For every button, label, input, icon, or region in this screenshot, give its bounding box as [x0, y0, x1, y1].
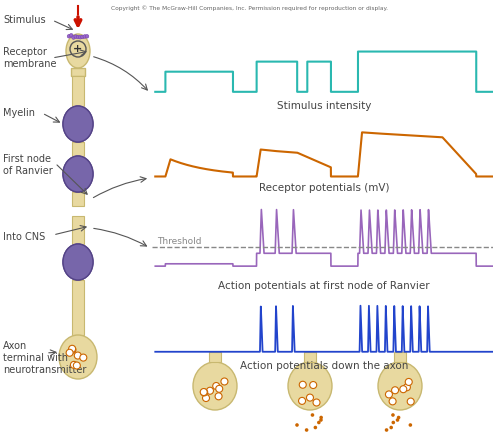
Circle shape: [403, 384, 410, 391]
Text: Stimulus: Stimulus: [3, 15, 46, 25]
Text: Action potentials at first node of Ranvier: Action potentials at first node of Ranvi…: [218, 281, 430, 291]
Text: Receptor
membrane: Receptor membrane: [3, 47, 56, 69]
Text: Stimulus intensity: Stimulus intensity: [277, 101, 372, 111]
Circle shape: [69, 345, 76, 352]
Ellipse shape: [378, 362, 422, 410]
Ellipse shape: [63, 156, 93, 192]
Circle shape: [311, 413, 314, 417]
Circle shape: [200, 389, 207, 396]
Text: Receptor potentials (mV): Receptor potentials (mV): [259, 183, 389, 193]
Circle shape: [201, 389, 208, 396]
FancyBboxPatch shape: [209, 352, 221, 362]
Text: Action potentials down the axon: Action potentials down the axon: [240, 361, 408, 371]
Circle shape: [76, 35, 80, 39]
Ellipse shape: [63, 244, 93, 280]
Text: Myelin: Myelin: [3, 108, 35, 118]
Circle shape: [203, 395, 210, 401]
FancyBboxPatch shape: [72, 142, 84, 156]
Ellipse shape: [63, 106, 93, 142]
Circle shape: [85, 35, 89, 38]
Circle shape: [67, 35, 71, 38]
Circle shape: [391, 421, 395, 424]
Ellipse shape: [59, 335, 97, 379]
FancyBboxPatch shape: [72, 216, 84, 244]
FancyBboxPatch shape: [72, 106, 84, 142]
Circle shape: [213, 382, 220, 389]
Circle shape: [215, 393, 222, 400]
Circle shape: [306, 394, 313, 401]
Circle shape: [72, 36, 75, 39]
Circle shape: [299, 397, 306, 404]
Circle shape: [319, 416, 323, 420]
Circle shape: [385, 428, 388, 432]
Ellipse shape: [63, 244, 93, 280]
FancyBboxPatch shape: [72, 76, 84, 106]
FancyBboxPatch shape: [304, 352, 316, 362]
Text: Threshold: Threshold: [157, 237, 202, 246]
Text: Copyright © The McGraw-Hill Companies, Inc. Permission required for reproduction: Copyright © The McGraw-Hill Companies, I…: [111, 5, 387, 11]
Circle shape: [385, 391, 392, 398]
Text: First node
of Ranvier: First node of Ranvier: [3, 154, 53, 176]
FancyBboxPatch shape: [71, 68, 85, 76]
Text: Into CNS: Into CNS: [3, 232, 45, 242]
Circle shape: [70, 361, 77, 369]
FancyBboxPatch shape: [72, 192, 84, 206]
Ellipse shape: [63, 156, 93, 192]
Circle shape: [389, 426, 393, 429]
Circle shape: [74, 352, 81, 359]
Circle shape: [391, 413, 395, 417]
Circle shape: [305, 428, 308, 432]
Circle shape: [79, 35, 82, 39]
Circle shape: [400, 386, 407, 392]
Circle shape: [397, 416, 400, 420]
Circle shape: [69, 34, 73, 37]
FancyBboxPatch shape: [72, 244, 84, 280]
Ellipse shape: [66, 34, 90, 68]
Ellipse shape: [288, 362, 332, 410]
Circle shape: [74, 35, 78, 39]
Circle shape: [299, 381, 306, 388]
Circle shape: [391, 387, 398, 394]
Circle shape: [80, 354, 87, 361]
Circle shape: [81, 35, 84, 39]
Circle shape: [313, 399, 320, 406]
FancyBboxPatch shape: [394, 352, 406, 362]
Circle shape: [389, 398, 396, 405]
Circle shape: [408, 423, 412, 427]
Ellipse shape: [193, 362, 237, 410]
Text: Axon
terminal with
neurotransmitter: Axon terminal with neurotransmitter: [3, 342, 86, 375]
FancyBboxPatch shape: [72, 280, 84, 335]
Circle shape: [83, 35, 87, 38]
Circle shape: [314, 426, 317, 429]
Circle shape: [69, 346, 76, 354]
Circle shape: [295, 423, 299, 427]
Text: +: +: [73, 44, 83, 54]
Circle shape: [66, 349, 73, 356]
Circle shape: [221, 378, 228, 385]
Circle shape: [216, 385, 223, 392]
Circle shape: [407, 398, 414, 405]
Circle shape: [405, 378, 412, 385]
Circle shape: [310, 381, 317, 389]
Circle shape: [207, 387, 214, 394]
FancyBboxPatch shape: [72, 156, 84, 192]
Circle shape: [317, 421, 321, 424]
Circle shape: [73, 362, 80, 369]
Ellipse shape: [63, 106, 93, 142]
Circle shape: [319, 418, 323, 422]
Circle shape: [396, 418, 399, 422]
